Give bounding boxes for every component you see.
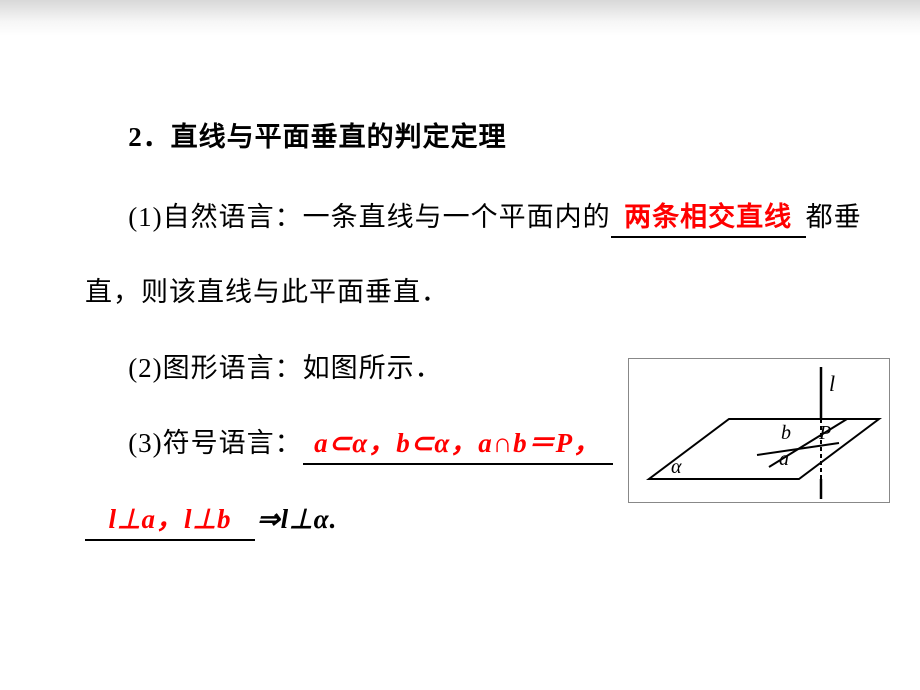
paragraph-3: (3)符号语言：a⊂α，b⊂α，a∩b＝P， [85, 406, 625, 482]
label-b: b [781, 422, 791, 444]
diagram-svg: l P b a α [629, 359, 891, 504]
section-heading: 2．直线与平面垂直的判定定理 [85, 100, 870, 176]
geometry-diagram: l P b a α [628, 358, 890, 503]
slide-container: 2．直线与平面垂直的判定定理 (1)自然语言：一条直线与一个平面内的两条相交直线… [0, 0, 920, 690]
p5-blank-answer: l⊥a，l⊥b [85, 501, 255, 541]
p5-tail: ⇒l⊥α. [255, 482, 337, 558]
p1-prefix: (1)自然语言：一条直线与一个平面内的 [128, 202, 610, 232]
p1-blank-answer: 两条相交直线 [611, 199, 806, 239]
paragraph-1-line2: 直，则该直线与此平面垂直． [85, 255, 870, 331]
paragraph-2: (2)图形语言：如图所示． [85, 331, 625, 407]
p4-prefix: (3)符号语言： [128, 428, 302, 458]
p1-suffix: 都垂 [806, 202, 862, 232]
plane-alpha [649, 419, 879, 479]
label-l: l [829, 371, 835, 396]
label-P: P [818, 422, 831, 444]
label-a: a [779, 448, 789, 470]
p4-blank-answer: a⊂α，b⊂α，a∩b＝P， [303, 425, 613, 465]
paragraph-1-line1: (1)自然语言：一条直线与一个平面内的两条相交直线都垂 [85, 180, 870, 256]
label-alpha: α [671, 456, 682, 478]
